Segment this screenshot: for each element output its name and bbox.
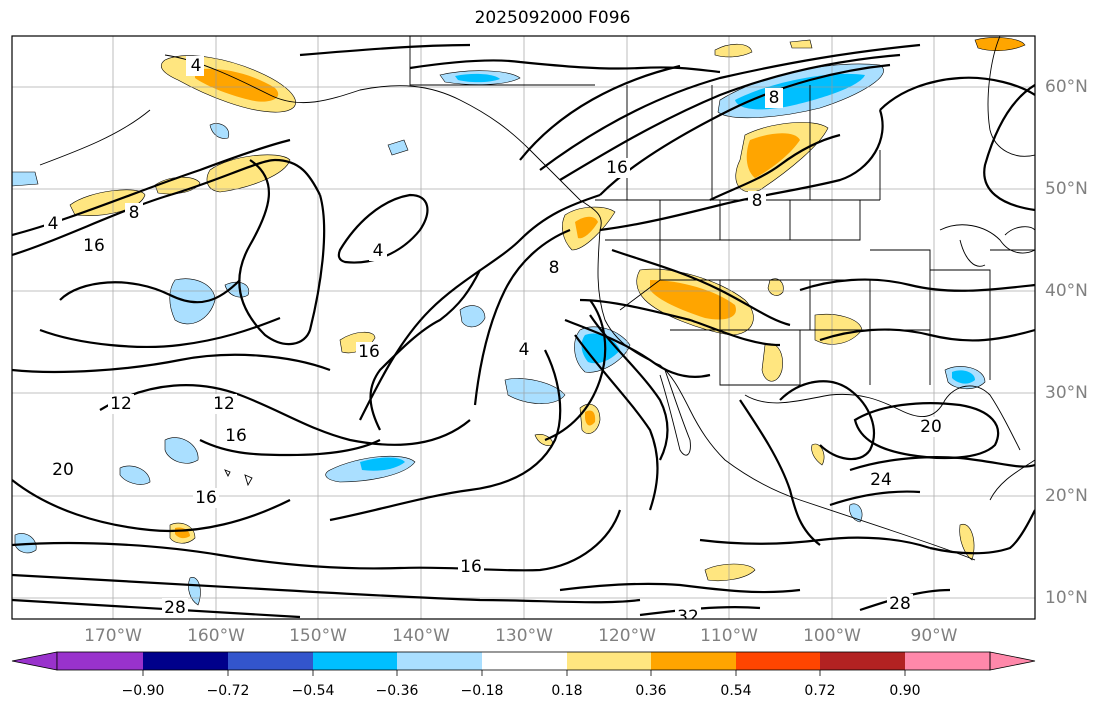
contour-label-text: 8 [549,258,560,278]
colorbar-tick-label: −0.54 [291,683,335,699]
contour-label: 12 [211,394,237,414]
colorbar-tick-label: −0.90 [121,683,165,699]
contour-label-text: 16 [606,158,628,178]
contour-label: 4 [186,56,204,76]
contour-label-text: 16 [460,557,482,577]
lon-label: 150°W [289,626,347,646]
contour-label-text: 4 [191,56,202,76]
lat-label: 40°N [1045,281,1088,301]
contour-label-text: 16 [195,488,217,508]
colorbar-bin [228,652,313,670]
colorbar-bin [820,652,905,670]
contour-label-text: 12 [213,394,235,414]
contour-label: 28 [162,598,188,618]
lon-label: 100°W [803,626,861,646]
colorbar-bin [313,652,397,670]
colorbar-tick-label: 0.18 [551,683,583,699]
contour-label-text: 16 [225,426,247,446]
contour-label-text: 4 [519,340,530,360]
contour-label: 20 [918,417,944,437]
contour-label-text: 28 [164,598,186,618]
contour-label: 8 [125,203,143,223]
colorbar [11,651,1036,676]
colorbar-tick-label: −0.72 [206,683,250,699]
map-border [11,35,1036,620]
lon-label: 170°W [84,626,142,646]
colorbar-high-extension [989,651,1036,671]
contour-lines [12,43,1035,619]
lon-label: 140°W [392,626,450,646]
contour-label: 32 [675,607,701,627]
colorbar-tick-label: 0.36 [635,683,667,699]
contour-label: 4 [44,214,62,234]
contour-label-text: 12 [110,394,132,414]
contour-label: 24 [868,470,894,490]
colorbar-tick-label: −0.36 [375,683,419,699]
contour-label-text: 4 [373,241,384,261]
colorbar-low-extension [11,651,58,671]
lon-label: 160°W [187,626,245,646]
contour-label: 16 [223,426,249,446]
lon-label: 130°W [495,626,553,646]
contour-label-text: 4 [48,214,59,234]
contour-label: 16 [604,158,630,178]
lon-label: 110°W [700,626,758,646]
contour-label: 8 [545,258,563,278]
map-title: 2025092000 F096 [474,8,631,28]
colorbar-bin [397,652,482,670]
colorbar-ticks [142,670,906,676]
contour-label: 12 [108,394,134,414]
colorbar-bin [905,652,990,670]
contour-label-text: 28 [889,594,911,614]
lat-label: 60°N [1045,77,1088,97]
contour-label: 4 [369,241,387,261]
contour-labels: 4 4 4 4 8 8 8 8 12 12 16 16 16 16 16 16 … [44,56,944,627]
colorbar-bin [567,652,651,670]
contour-label: 20 [50,460,76,480]
colorbar-bin [57,652,143,670]
contour-label: 16 [81,236,107,256]
lat-label: 10°N [1045,588,1088,608]
contour-label: 16 [356,342,382,362]
contour-label-text: 16 [83,236,105,256]
lat-label: 20°N [1045,486,1088,506]
colorbar-tick-label: 0.72 [804,683,836,699]
contour-label-text: 8 [129,203,140,223]
colorbar-tick-label: 0.90 [889,683,921,699]
contour-label: 8 [765,88,783,108]
contour-label: 28 [887,594,913,614]
contour-label-text: 8 [752,191,763,211]
contour-label-text: 24 [870,470,892,490]
colorbar-bin [651,652,736,670]
contour-label-text: 32 [677,607,699,627]
contour-label: 16 [458,557,484,577]
colorbar-bin [143,652,228,670]
colorbar-tick-label: 0.54 [720,683,752,699]
colorbar-bin [736,652,820,670]
lon-label: 120°W [598,626,656,646]
contour-label: 16 [193,488,219,508]
lon-label: 90°W [910,626,958,646]
contour-label-text: 20 [52,460,74,480]
contour-label-text: 20 [920,417,942,437]
contour-label: 4 [515,340,533,360]
colorbar-tick-label: −0.18 [460,683,504,699]
colorbar-outline [56,651,991,671]
colorbar-bin [482,652,567,670]
contour-label-text: 8 [769,88,780,108]
lat-label: 50°N [1045,179,1088,199]
contour-label: 8 [748,191,766,211]
lat-label: 30°N [1045,383,1088,403]
contour-label-text: 16 [358,342,380,362]
